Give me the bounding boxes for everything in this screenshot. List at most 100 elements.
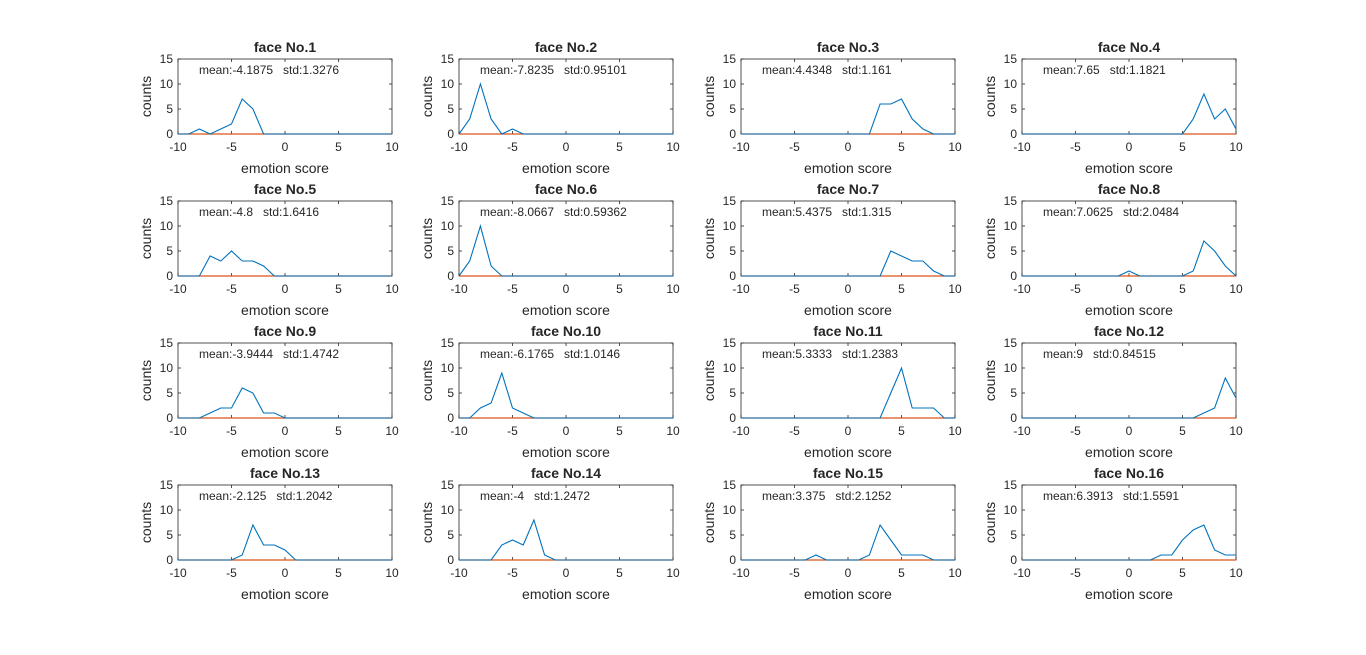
y-axis-label: counts bbox=[138, 502, 154, 543]
y-tick-label: 5 bbox=[729, 386, 736, 400]
subplot-title: face No.11 bbox=[813, 323, 882, 339]
axes-box bbox=[1021, 58, 1237, 135]
x-tick-label: -5 bbox=[507, 282, 518, 296]
stats-annotation: mean:4.4348 std:1.161 bbox=[762, 63, 892, 77]
y-tick-label: 15 bbox=[441, 478, 455, 492]
y-axis-label: counts bbox=[138, 360, 154, 401]
axes-box bbox=[740, 58, 956, 135]
series-line bbox=[741, 98, 955, 135]
y-tick-label: 0 bbox=[1010, 411, 1017, 425]
y-tick-label: 15 bbox=[723, 336, 737, 350]
y-tick-label: 5 bbox=[729, 244, 736, 258]
x-tick-label: 0 bbox=[1126, 424, 1133, 438]
x-tick-label: 0 bbox=[1126, 140, 1133, 154]
series-line bbox=[1022, 376, 1237, 419]
y-axis-label: counts bbox=[701, 218, 717, 259]
axes-box bbox=[740, 342, 956, 419]
x-tick-label: 5 bbox=[898, 566, 905, 580]
x-tick-label: -10 bbox=[169, 424, 187, 438]
x-tick-label: -5 bbox=[226, 566, 237, 580]
y-tick-label: 10 bbox=[441, 361, 455, 375]
y-tick-label: 15 bbox=[441, 52, 455, 66]
y-tick-label: 10 bbox=[1004, 219, 1018, 233]
x-tick-label: 5 bbox=[335, 140, 342, 154]
series-line bbox=[458, 224, 673, 277]
x-tick-label: 5 bbox=[1179, 566, 1186, 580]
subplot-face-14: 0 5 10 15 -10 -5 0 5 10 face No.14 emotion score co… bbox=[419, 465, 680, 602]
y-tick-label: 5 bbox=[447, 386, 454, 400]
x-tick-label: 10 bbox=[666, 282, 680, 296]
x-tick-label: -5 bbox=[1070, 566, 1081, 580]
stats-annotation: mean:3.375 std:2.1252 bbox=[762, 489, 892, 503]
subplot-face-13: 0 5 10 15 -10 -5 0 5 10 face No.13 emotion score co… bbox=[138, 465, 399, 602]
y-tick-label: 10 bbox=[160, 361, 174, 375]
x-axis-label: emotion score bbox=[522, 160, 610, 176]
x-tick-label: 0 bbox=[845, 140, 852, 154]
x-axis-label: emotion score bbox=[522, 444, 610, 460]
y-tick-label: 10 bbox=[723, 361, 737, 375]
y-tick-label: 5 bbox=[447, 528, 454, 542]
y-tick-label: 15 bbox=[723, 478, 737, 492]
axes-box bbox=[458, 484, 674, 561]
subplot-face-7: 0 5 10 15 -10 -5 0 5 10 face No.7 emotion score cou… bbox=[701, 181, 962, 318]
y-tick-label: 0 bbox=[1010, 127, 1017, 141]
x-tick-label: 10 bbox=[385, 566, 399, 580]
x-tick-label: 0 bbox=[845, 282, 852, 296]
subplot-title: face No.6 bbox=[535, 181, 597, 197]
y-axis-label: counts bbox=[982, 218, 998, 259]
axes-box bbox=[1021, 484, 1237, 561]
y-tick-label: 10 bbox=[723, 219, 737, 233]
y-axis-label: counts bbox=[982, 76, 998, 117]
y-axis-label: counts bbox=[982, 360, 998, 401]
y-axis-label: counts bbox=[701, 360, 717, 401]
axes-box bbox=[458, 342, 674, 419]
x-tick-label: -10 bbox=[732, 282, 750, 296]
x-tick-label: -5 bbox=[226, 282, 237, 296]
x-tick-label: 0 bbox=[563, 140, 570, 154]
y-tick-label: 0 bbox=[166, 127, 173, 141]
y-tick-label: 15 bbox=[160, 194, 174, 208]
y-tick-label: 0 bbox=[166, 553, 173, 567]
x-tick-label: 5 bbox=[335, 566, 342, 580]
subplot-face-5: 0 5 10 15 -10 -5 0 5 10 face No.5 emotion score cou… bbox=[138, 181, 399, 318]
x-axis-label: emotion score bbox=[241, 586, 329, 602]
x-tick-label: -5 bbox=[507, 566, 518, 580]
series-line bbox=[178, 250, 392, 277]
x-tick-label: 10 bbox=[948, 282, 962, 296]
x-tick-label: -10 bbox=[1013, 566, 1031, 580]
y-tick-label: 0 bbox=[447, 553, 454, 567]
subplot-title: face No.1 bbox=[254, 39, 316, 55]
y-axis-label: counts bbox=[701, 502, 717, 543]
x-tick-label: 0 bbox=[563, 282, 570, 296]
subplot-title: face No.3 bbox=[817, 39, 879, 55]
x-tick-label: 10 bbox=[1229, 140, 1243, 154]
y-tick-label: 0 bbox=[166, 269, 173, 283]
series-line bbox=[741, 366, 955, 419]
y-tick-label: 10 bbox=[160, 77, 174, 91]
y-tick-label: 10 bbox=[160, 219, 174, 233]
x-tick-label: 10 bbox=[666, 140, 680, 154]
subplot-title: face No.9 bbox=[254, 323, 316, 339]
y-axis-label: counts bbox=[419, 218, 435, 259]
x-tick-label: -10 bbox=[450, 424, 468, 438]
y-tick-label: 0 bbox=[1010, 269, 1017, 283]
y-tick-label: 0 bbox=[1010, 553, 1017, 567]
y-tick-label: 0 bbox=[729, 269, 736, 283]
y-tick-label: 5 bbox=[1010, 386, 1017, 400]
stats-annotation: mean:-2.125 std:1.2042 bbox=[199, 489, 333, 503]
subplot-title: face No.5 bbox=[254, 181, 316, 197]
x-tick-label: 0 bbox=[845, 424, 852, 438]
subplot-title: face No.10 bbox=[531, 323, 601, 339]
y-tick-label: 10 bbox=[441, 503, 455, 517]
x-tick-label: 10 bbox=[948, 140, 962, 154]
stats-annotation: mean:7.0625 std:2.0484 bbox=[1043, 205, 1179, 219]
x-tick-label: 10 bbox=[948, 566, 962, 580]
series-line bbox=[178, 523, 392, 561]
x-tick-label: 0 bbox=[1126, 282, 1133, 296]
y-tick-label: 15 bbox=[723, 52, 737, 66]
subplot-face-9: 0 5 10 15 -10 -5 0 5 10 face No.9 emotion score cou… bbox=[138, 323, 399, 460]
x-tick-label: -10 bbox=[732, 140, 750, 154]
x-tick-label: -5 bbox=[1070, 424, 1081, 438]
axes-box bbox=[740, 200, 956, 277]
